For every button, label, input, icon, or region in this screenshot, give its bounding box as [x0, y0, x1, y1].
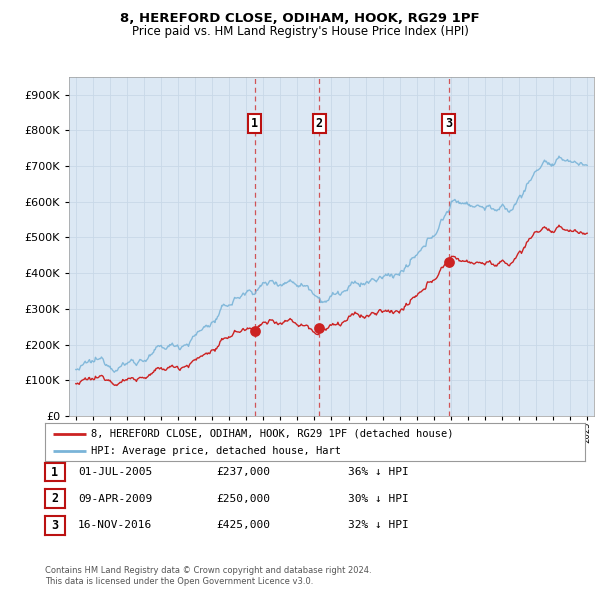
Text: 09-APR-2009: 09-APR-2009	[78, 494, 152, 503]
Text: 8, HEREFORD CLOSE, ODIHAM, HOOK, RG29 1PF: 8, HEREFORD CLOSE, ODIHAM, HOOK, RG29 1P…	[120, 12, 480, 25]
Text: 36% ↓ HPI: 36% ↓ HPI	[348, 467, 409, 477]
Text: Contains HM Land Registry data © Crown copyright and database right 2024.
This d: Contains HM Land Registry data © Crown c…	[45, 566, 371, 586]
Text: £425,000: £425,000	[216, 520, 270, 530]
Text: 16-NOV-2016: 16-NOV-2016	[78, 520, 152, 530]
Point	[250, 326, 260, 336]
Text: 32% ↓ HPI: 32% ↓ HPI	[348, 520, 409, 530]
Text: 8, HEREFORD CLOSE, ODIHAM, HOOK, RG29 1PF (detached house): 8, HEREFORD CLOSE, ODIHAM, HOOK, RG29 1P…	[91, 429, 454, 439]
Point	[444, 258, 454, 267]
Text: £237,000: £237,000	[216, 467, 270, 477]
Text: 01-JUL-2005: 01-JUL-2005	[78, 467, 152, 477]
Text: Price paid vs. HM Land Registry's House Price Index (HPI): Price paid vs. HM Land Registry's House …	[131, 25, 469, 38]
Text: 3: 3	[445, 117, 452, 130]
Text: HPI: Average price, detached house, Hart: HPI: Average price, detached house, Hart	[91, 445, 341, 455]
Text: 2: 2	[316, 117, 323, 130]
Text: £250,000: £250,000	[216, 494, 270, 503]
Text: 3: 3	[52, 519, 58, 532]
Text: 30% ↓ HPI: 30% ↓ HPI	[348, 494, 409, 503]
Text: 1: 1	[52, 466, 58, 478]
Text: 1: 1	[251, 117, 259, 130]
Point	[314, 323, 324, 333]
Text: 2: 2	[52, 492, 58, 505]
